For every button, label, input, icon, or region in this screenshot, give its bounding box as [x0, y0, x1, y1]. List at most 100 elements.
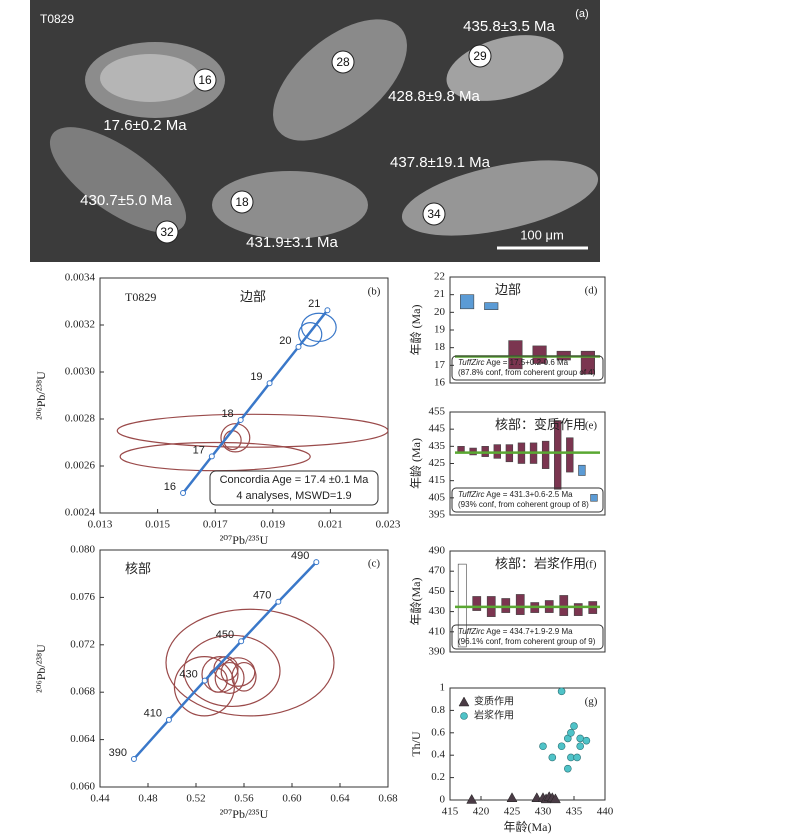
annotation: TuffZirc Age = 431.3+0.6-2.5 Ma: [458, 490, 573, 499]
annotation-italic: TuffZirc: [458, 490, 485, 499]
sample-label: T0829: [125, 290, 156, 304]
age-label: 435.8±3.5 Ma: [463, 18, 555, 35]
y-tick-label: 0.0026: [65, 460, 96, 472]
x-tick-label: 0.64: [330, 793, 350, 805]
legend-symbol: [460, 712, 468, 720]
age-marker-label: 470: [253, 590, 271, 602]
y-tick-label: 430: [429, 605, 446, 617]
x-tick-label: 435: [566, 806, 583, 818]
x-tick-label: 0.68: [378, 793, 398, 805]
data-point: [582, 736, 591, 745]
x-tick-label: 0.48: [138, 793, 158, 805]
annotation: (96.1% conf, from coherent group of 9): [458, 637, 596, 646]
y-axis-label: Th/U: [409, 731, 423, 757]
legend-label: 变质作用: [474, 694, 514, 707]
x-tick-label: 415: [442, 806, 459, 818]
y-tick-label: 0.068: [70, 686, 95, 698]
x-axis-label: ²⁰⁷Pb/²³⁵U: [220, 533, 269, 547]
age-marker-label: 490: [291, 550, 309, 562]
y-tick-label: 395: [429, 509, 446, 521]
y-tick-label: 18: [434, 341, 446, 353]
annotation-box: [209, 470, 379, 506]
age-marker: [165, 716, 172, 723]
legend-symbol: [458, 696, 470, 707]
zircon-grain: [100, 54, 200, 102]
spot-label: 28: [336, 55, 350, 69]
y-tick-label: 425: [429, 457, 446, 469]
age-marker-label: 19: [250, 371, 262, 383]
spot-label: 32: [160, 225, 174, 239]
y-tick-label: 22: [434, 271, 445, 283]
data-point: [563, 764, 572, 773]
age-bar: [590, 494, 598, 502]
age-bar: [457, 563, 467, 648]
y-tick-label: 450: [429, 585, 446, 597]
age-bar: [554, 420, 562, 490]
x-tick-label: 0.021: [318, 519, 343, 531]
panel-label: (g): [585, 696, 598, 708]
age-marker-label: 20: [279, 335, 291, 347]
zircon-grain: [49, 127, 187, 233]
annotation: (93% conf, from coherent group of 8): [458, 500, 589, 509]
y-tick-label: 0.080: [70, 544, 95, 556]
annotation-italic: TuffZirc: [458, 627, 485, 636]
age-label: 437.8±19.1 Ma: [390, 154, 491, 171]
x-tick-label: 0.44: [90, 793, 110, 805]
chart-panel: 0 0.2 0.4 0.6 0.8 1 415 420 425 430 435 440 Th/U 年龄(M…: [409, 682, 614, 834]
annotation: (87.8% conf, from coherent group of 4): [458, 368, 596, 377]
y-axis-label: ²⁰⁶Pb/²³⁸U: [34, 644, 48, 693]
data-point: [576, 742, 585, 751]
error-ellipse: [183, 634, 281, 708]
spot-marker: [468, 44, 492, 68]
age-bar: [460, 294, 475, 310]
spot-marker: [422, 202, 446, 226]
data-point: [557, 742, 566, 751]
annotation-box: [451, 624, 604, 650]
y-tick-label: 435: [429, 440, 446, 452]
error-ellipse: [231, 661, 257, 692]
error-ellipse: [298, 322, 323, 347]
x-tick-label: 425: [504, 806, 521, 818]
y-tick-label: 0.8: [431, 704, 445, 716]
plot-frame: [449, 550, 606, 653]
plot-area: [455, 420, 600, 502]
plot-area: [455, 563, 600, 648]
annotation-italic: TuffZirc: [458, 358, 485, 367]
age-marker: [324, 307, 331, 314]
age-marker-label: 16: [164, 481, 176, 493]
y-tick-label: 390: [429, 646, 446, 658]
y-tick-label: 490: [429, 545, 446, 557]
chart-title: 核部：岩浆作用: [495, 556, 586, 571]
chart-panel: 395 405 415 425 435 445 455 年龄 (Ma) (e)核部：变质作用 Tu…: [409, 406, 606, 521]
y-tick-label: 1: [440, 682, 446, 694]
data-point: [539, 742, 547, 751]
x-axis-label: ²⁰⁷Pb/²³⁵U: [220, 807, 269, 821]
panel-label: (e): [585, 420, 598, 432]
y-tick-label: 0.072: [70, 638, 95, 650]
cl-image-panel: 16 17.6±0.2 Ma 28 428.8±9.8 Ma 29 435.8±3.5 M…: [30, 0, 600, 262]
spot-label: 18: [235, 195, 249, 209]
age-marker: [275, 598, 282, 605]
annotation-text: Age = 17.5+0.2-0.6 Ma: [485, 358, 569, 367]
age-bar: [532, 345, 547, 364]
y-tick-label: 20: [434, 306, 446, 318]
age-marker-label: 410: [144, 708, 162, 720]
y-tick-label: 415: [429, 474, 446, 486]
x-tick-label: 0.015: [145, 519, 170, 531]
y-tick-label: 0: [440, 794, 446, 806]
age-bar: [541, 440, 550, 469]
annotation: Concordia Age = 17.4 ±0.1 Ma: [220, 474, 370, 486]
sample-label: T0829: [40, 12, 74, 26]
y-tick-label: 0.0034: [65, 272, 96, 284]
legend-label: 岩浆作用: [474, 708, 514, 721]
age-marker: [208, 453, 215, 460]
y-axis-label: ²⁰⁶Pb/²³⁸U: [34, 371, 48, 420]
spot-marker: [193, 68, 217, 92]
age-marker-label: 390: [109, 747, 127, 759]
x-tick-label: 430: [535, 806, 552, 818]
data-point: [548, 753, 557, 762]
age-marker: [313, 559, 320, 566]
x-tick-label: 0.017: [203, 519, 228, 531]
y-tick-label: 0.0028: [65, 413, 96, 425]
y-tick-label: 410: [429, 625, 446, 637]
